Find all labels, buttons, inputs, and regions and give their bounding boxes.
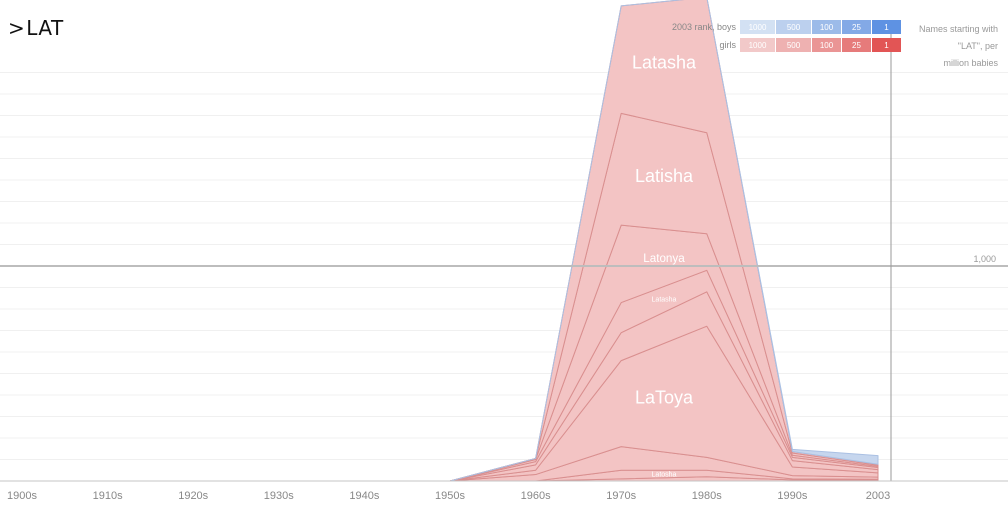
legend-girls-rank-1000[interactable]: 1000 [740,38,775,52]
series-label-latisha: Latisha [635,166,694,186]
side-caption-line-2: "LAT", per [957,41,998,51]
legend-boys-rank-25[interactable]: 25 [842,20,871,34]
search-query: LAT [26,16,64,40]
legend-boys-label: 2003 rank, boys [671,22,736,32]
legend-girls-rank-100[interactable]: 100 [812,38,841,52]
series-label-latoya: LaToya [635,388,694,408]
side-caption-line-3: million babies [943,58,998,68]
series-label-latasha: Latasha [652,297,677,304]
series-label-latasha: Latasha [632,52,697,72]
side-caption-line-1: Names starting with [918,24,998,34]
x-tick-label: 1930s [264,490,294,502]
x-tick-label: 1990s [777,490,807,502]
x-tick-label: 1980s [692,490,722,502]
x-tick-label: 1900s [7,490,37,502]
legend-girls-label: girls [719,40,736,50]
x-tick-label: 1910s [93,490,123,502]
reference-line-label: 1,000 [973,254,996,264]
legend-row-boys: 2003 rank, boys 1000 500 100 25 1 [648,19,902,35]
legend-boys-rank-1[interactable]: 1 [872,20,901,34]
search-prompt: > [8,16,26,40]
x-tick-label: 1920s [178,490,208,502]
side-caption: Names starting with "LAT", per million b… [898,21,1008,72]
x-tick-label: 1940s [349,490,379,502]
legend-girls-rank-1[interactable]: 1 [872,38,901,52]
legend-boys-rank-100[interactable]: 100 [812,20,841,34]
reference-line: 1,000 [0,254,1008,267]
rank-legend: 2003 rank, boys 1000 500 100 25 1 girls … [648,19,902,55]
legend-girls-rank-500[interactable]: 500 [776,38,811,52]
legend-boys-rank-1000[interactable]: 1000 [740,20,775,34]
name-search-input[interactable]: >LAT [8,16,64,40]
legend-row-girls: girls 1000 500 100 25 1 [648,37,902,53]
legend-girls-rank-25[interactable]: 25 [842,38,871,52]
series-label-latosha: Latosha [652,471,677,478]
series-labels: Latosha LaToya Latasha Latonya Latisha Latash… [632,52,697,478]
x-tick-label: 2003 [866,490,890,502]
legend-boys-rank-500[interactable]: 500 [776,20,811,34]
x-tick-label: 1970s [606,490,636,502]
x-tick-label: 1950s [435,490,465,502]
series-label-latonya: Latonya [643,252,685,265]
x-tick-label: 1960s [521,490,551,502]
x-axis-ticks: 1900s 1910s 1920s 1930s 1940s 1950s 1960s 1970s… [7,490,890,502]
